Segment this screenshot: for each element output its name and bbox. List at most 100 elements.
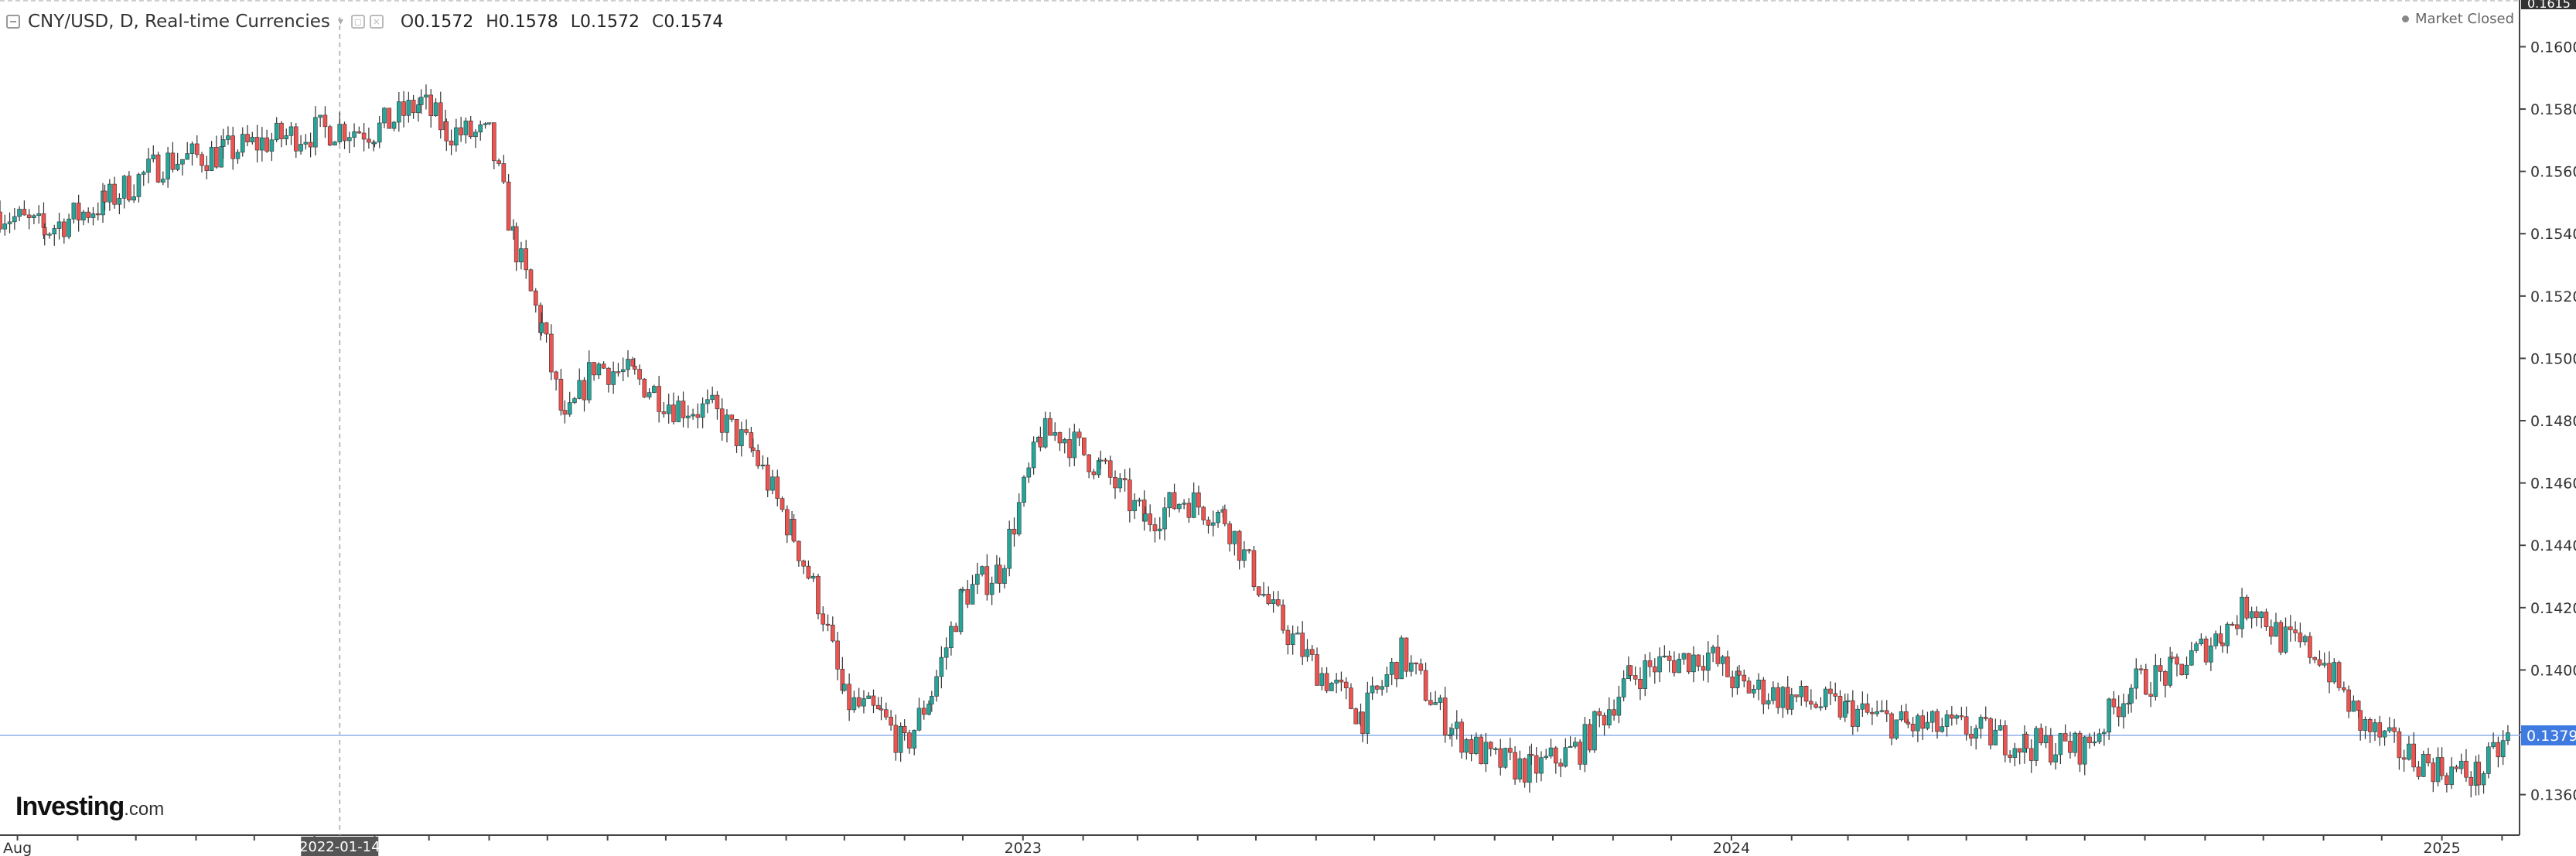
candle-body (1365, 692, 1370, 735)
candle-body (1527, 754, 1532, 783)
candle-body (960, 589, 965, 592)
candle-body (2179, 663, 2185, 676)
candle-body (710, 394, 715, 401)
candle-body (17, 209, 22, 217)
candle-body (1210, 522, 1216, 526)
candle-body (513, 226, 519, 263)
candle-body (1935, 711, 1940, 732)
candle-body (226, 135, 230, 140)
candle-body (76, 203, 81, 220)
candle-body (1096, 460, 1101, 476)
candle-body (1940, 726, 1945, 732)
candle-body (630, 359, 636, 367)
candle-body (1493, 748, 1498, 750)
candle-body (1300, 633, 1305, 657)
candle-body (2458, 760, 2464, 769)
candle-body (1305, 649, 1310, 657)
candle-body (2407, 743, 2411, 760)
candle-body (616, 371, 621, 373)
candle-body (2397, 731, 2402, 759)
candle-body (245, 134, 250, 142)
candle-body (1894, 719, 1899, 739)
candle-body (185, 153, 190, 160)
candle-body (705, 399, 710, 404)
collapse-icon[interactable] (6, 15, 20, 29)
candle-body (1633, 675, 1638, 680)
chevron-down-icon[interactable]: ▾ (337, 15, 343, 28)
candle-body (1899, 711, 1904, 721)
candle-body (2107, 698, 2111, 733)
candle-body (1067, 438, 1072, 459)
candle-body (424, 94, 428, 97)
candle-body (1845, 700, 1851, 702)
candle-body (1809, 701, 1813, 705)
candle-body (751, 447, 756, 451)
settings-icon[interactable]: ◻ (350, 15, 365, 29)
candle-body (586, 362, 592, 401)
candle-body (661, 411, 667, 414)
close-icon[interactable]: × (369, 15, 384, 29)
candle-body (1662, 655, 1667, 658)
candle-body (1715, 646, 1721, 664)
candle-body (1122, 478, 1128, 481)
candle-body (544, 322, 549, 335)
candle-body (539, 322, 544, 333)
candle-body (1592, 711, 1597, 751)
candle-body (1522, 758, 1527, 783)
candle-body (1742, 674, 1747, 682)
candle-body (235, 152, 241, 159)
candle-body (12, 216, 17, 223)
candle-body (797, 541, 801, 561)
candle-body (2169, 656, 2175, 659)
candle-body (308, 142, 313, 148)
candle-body (1534, 755, 1539, 774)
candle-body (240, 134, 245, 153)
candle-body (1339, 680, 1344, 683)
candle-body (406, 100, 411, 116)
candle-body (1399, 637, 1404, 680)
candle-body (1002, 568, 1007, 584)
candle-body (478, 124, 483, 133)
candle-body (2073, 732, 2078, 753)
candle-body (1048, 418, 1053, 436)
candle-body (1929, 711, 1935, 723)
candle-body (1978, 717, 1984, 729)
candle-body (1182, 503, 1186, 505)
candle-body (984, 566, 990, 595)
candle-body (1720, 656, 1725, 664)
candle-body (1227, 523, 1232, 544)
candle-body (1459, 721, 1464, 753)
candle-body (2168, 656, 2172, 686)
candle-body (2102, 732, 2107, 735)
candle-body (337, 124, 343, 142)
candle-body (2317, 659, 2322, 666)
candle-body (1696, 654, 1701, 667)
candle-body (2259, 612, 2264, 619)
investing-logo[interactable]: Investing.com (15, 792, 164, 822)
candle-body (866, 695, 872, 699)
symbol-title[interactable]: CNY/USD, D, Real-time Currencies (28, 12, 330, 32)
candle-body (2111, 698, 2117, 708)
candle-body (397, 101, 401, 123)
candle-body (2416, 766, 2421, 777)
candle-body (2058, 733, 2063, 755)
candle-body (2342, 687, 2346, 691)
candle-body (889, 716, 893, 726)
candle-body (729, 414, 735, 420)
candle-body (725, 414, 729, 433)
candle-body (194, 143, 200, 155)
candle-body (1483, 742, 1489, 765)
candle-body (1517, 758, 1523, 779)
candle-body (606, 367, 611, 385)
candle-body (2092, 742, 2097, 744)
candle-body (1507, 748, 1513, 753)
candle-body (1053, 432, 1057, 436)
candle-body (1349, 687, 1353, 709)
candle-body (1643, 660, 1648, 689)
candle-body (1884, 710, 1889, 714)
candle-body (760, 464, 766, 467)
candle-body (1196, 492, 1201, 508)
candle-body (2218, 633, 2223, 643)
